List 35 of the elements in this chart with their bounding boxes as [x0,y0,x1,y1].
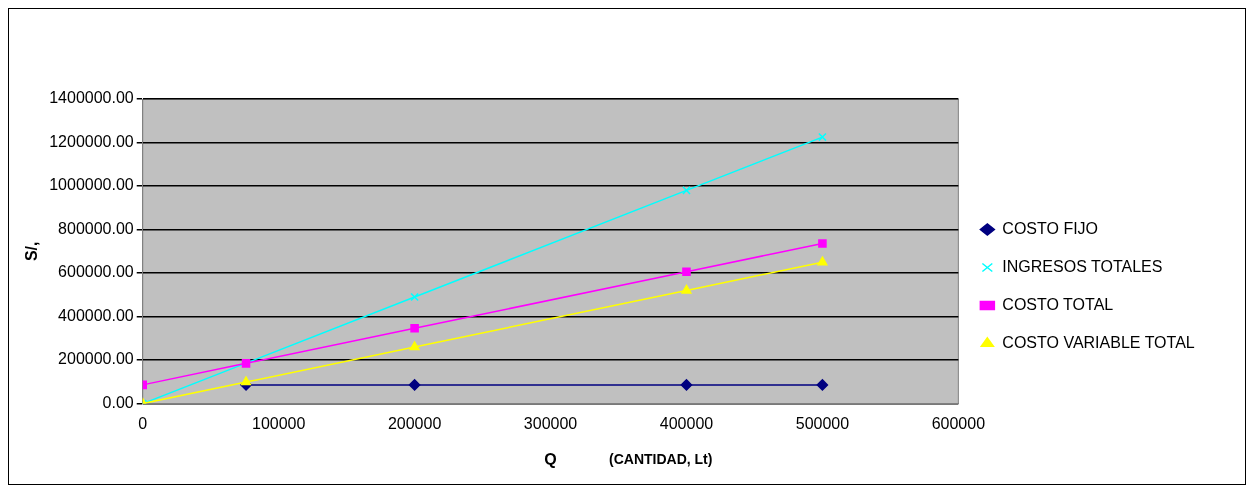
point [409,341,420,351]
point [408,379,421,391]
point [410,292,419,302]
point [682,186,691,195]
x-tick-label: 500000 [795,414,850,432]
text: (CANTIDAD, Lt) [609,451,713,467]
legend-label: COSTO TOTAL [1002,295,1114,313]
point [816,379,829,391]
legend-label: INGRESOS TOTALES [1002,257,1163,275]
legend-label: COSTO VARIABLE TOTAL [1002,333,1195,351]
point [818,239,827,248]
x-tick-label: 100000 [251,414,306,432]
y-tick-label: 400000.00 [58,306,134,324]
point [240,376,252,386]
y-tick-label: 200000.00 [58,350,134,368]
point [681,284,692,294]
y-tick-label: 1200000.00 [49,132,134,150]
y-tick-label: 800000.00 [58,219,134,237]
x-tick-label: 200000 [387,414,442,432]
point [680,379,693,391]
x-axis-title: Q [544,450,557,468]
point [410,324,419,333]
y-tick-label: 600000.00 [58,263,134,281]
x-tick-label: 300000 [523,414,578,432]
y-tick-label: 0.00 [102,394,134,412]
x-tick-label: 0 [138,414,148,432]
y-axis-title: S/, [23,241,41,262]
y-tick-label: 1000000.00 [49,176,134,194]
x-tick-label: 400000 [659,414,714,432]
point [818,132,827,142]
point [682,267,691,277]
y-tick-label: 1400000.00 [49,89,134,107]
x-tick-label: 600000 [931,414,986,432]
point [817,256,828,266]
legend-label: COSTO FIJO [1002,219,1099,237]
